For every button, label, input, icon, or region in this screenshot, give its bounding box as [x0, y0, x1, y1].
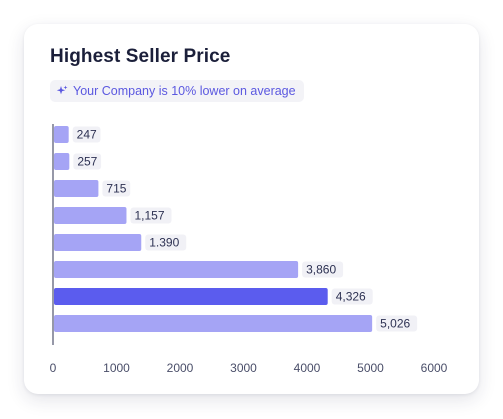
chart-card: Highest Seller Price Your Company is 10%… [24, 24, 479, 394]
value-label: 5,026 [380, 317, 410, 331]
value-label: 4,326 [336, 290, 366, 304]
value-label: 1.390 [149, 236, 179, 250]
value-label-bg [145, 234, 187, 251]
value-label-bg [72, 126, 101, 143]
value-label: 715 [106, 182, 126, 196]
bar [54, 315, 373, 332]
insight-badge-text: Your Company is 10% lower on average [73, 84, 296, 98]
bar [54, 234, 142, 251]
x-tick-label: 4000 [294, 361, 321, 375]
x-tick-label: 1000 [103, 361, 130, 375]
value-label-bg [331, 288, 373, 305]
x-tick-label: 2000 [167, 361, 194, 375]
value-label-bg [302, 261, 344, 278]
bar [54, 261, 299, 278]
bar [54, 288, 328, 305]
value-label: 3,860 [306, 263, 336, 277]
bar [54, 153, 70, 170]
value-label-bg [102, 180, 131, 197]
value-label-bg [73, 153, 102, 170]
bar [54, 180, 99, 197]
card-title: Highest Seller Price [50, 46, 231, 67]
value-label: 247 [77, 128, 97, 142]
x-tick-label: 3000 [230, 361, 257, 375]
sparkle-icon [56, 85, 68, 95]
x-tick-label: 0 [50, 361, 57, 375]
value-label: 1,157 [134, 209, 164, 223]
value-label: 257 [77, 155, 97, 169]
bar [54, 126, 69, 143]
x-tick-label: 6000 [421, 361, 448, 375]
insight-badge: Your Company is 10% lower on average [50, 80, 304, 102]
x-tick-label: 5000 [357, 361, 384, 375]
value-label-bg [376, 315, 418, 332]
bar [54, 207, 127, 224]
value-label-bg [130, 207, 172, 224]
